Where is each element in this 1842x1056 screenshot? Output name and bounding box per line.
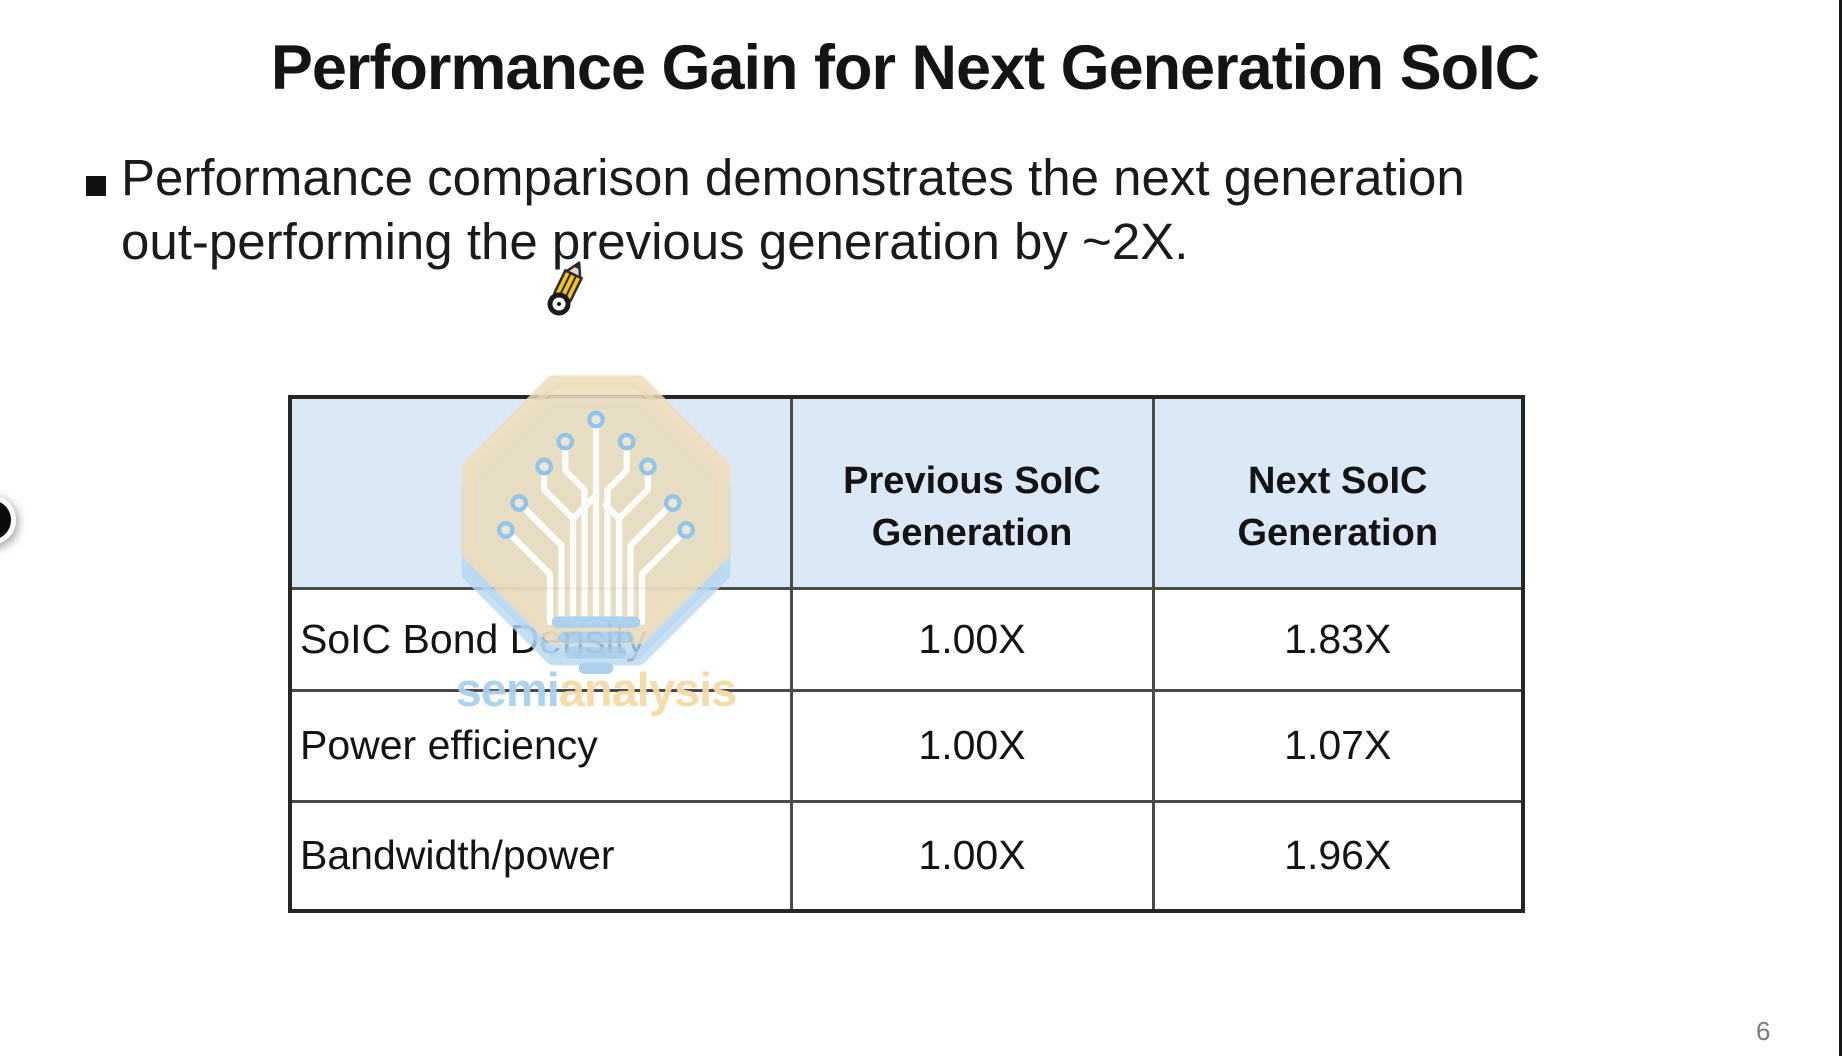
page-number: 6: [1756, 1016, 1771, 1046]
square-bullet-icon: [86, 176, 106, 196]
row-label: Bandwidth/power: [288, 799, 793, 913]
bullet-text: Performance comparison demonstrates the …: [121, 149, 1465, 271]
pencil-cursor-icon: [545, 256, 589, 316]
table-row: SoIC Bond Density 1.00X 1.83X: [288, 586, 1525, 692]
table-row: Bandwidth/power 1.00X 1.96X: [288, 799, 1525, 913]
bullet-item: Performance comparison demonstrates the …: [86, 146, 1465, 275]
header-cell-previous: Previous SoIC Generation: [789, 395, 1155, 590]
row-previous-value: 1.00X: [789, 688, 1155, 803]
page-title: Performance Gain for Next Generation SoI…: [270, 33, 1540, 103]
row-label: SoIC Bond Density: [288, 586, 793, 692]
row-next-value: 1.83X: [1151, 586, 1525, 692]
row-label: Power efficiency: [288, 688, 793, 803]
row-next-value: 1.07X: [1151, 688, 1525, 803]
table-header-row: Previous SoIC Generation Next SoIC Gener…: [288, 395, 1525, 590]
row-previous-value: 1.00X: [789, 586, 1155, 692]
table-row: Power efficiency 1.00X 1.07X: [288, 688, 1525, 803]
video-overlay-button[interactable]: [0, 495, 16, 545]
header-cell-metric: [288, 395, 793, 590]
row-next-value: 1.96X: [1151, 799, 1525, 913]
row-previous-value: 1.00X: [789, 799, 1155, 913]
right-edge-border: [1839, 0, 1842, 1056]
comparison-table: Previous SoIC Generation Next SoIC Gener…: [288, 395, 1525, 913]
header-cell-next: Next SoIC Generation: [1151, 395, 1525, 590]
